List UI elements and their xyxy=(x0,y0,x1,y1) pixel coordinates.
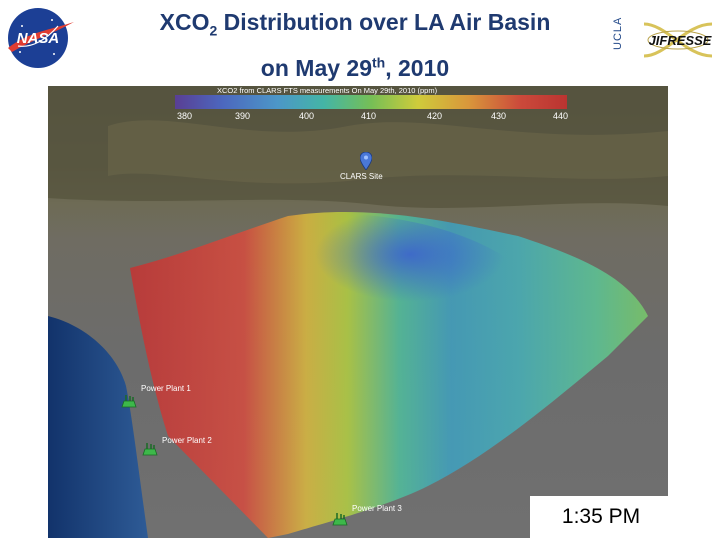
page-title: XCO2 Distribution over LA Air Basin on M… xyxy=(95,6,615,84)
clars-site-label: CLARS Site xyxy=(340,172,383,181)
power-plant-icon[interactable] xyxy=(332,510,348,526)
power-plant-3-label: Power Plant 3 xyxy=(352,504,402,513)
colorbar-tick: 390 xyxy=(235,111,251,121)
title-line-1: XCO2 Distribution over LA Air Basin xyxy=(159,9,551,39)
colorbar-tick: 380 xyxy=(177,111,193,121)
jifresse-logo: JIFRESSE xyxy=(636,14,718,66)
ucla-logo: UCLA xyxy=(612,16,624,50)
colorbar-tick: 430 xyxy=(491,111,507,121)
colorbar-gradient xyxy=(175,95,567,109)
nasa-logo: NASA xyxy=(2,4,78,70)
power-plant-2-label: Power Plant 2 xyxy=(162,436,212,445)
xco2-map[interactable]: XCO2 from CLARS FTS measurements On May … xyxy=(48,86,668,538)
power-plant-icon[interactable] xyxy=(121,392,137,408)
colorbar-tick: 410 xyxy=(361,111,377,121)
colorbar-tick: 440 xyxy=(553,111,569,121)
map-terrain xyxy=(48,86,668,538)
colorbar-tick: 400 xyxy=(299,111,315,121)
time-label: 1:35 PM xyxy=(530,496,668,538)
svg-text:NASA: NASA xyxy=(17,30,60,47)
colorbar-tick: 420 xyxy=(427,111,443,121)
svg-text:JIFRESSE: JIFRESSE xyxy=(649,33,712,48)
location-pin-icon[interactable] xyxy=(360,152,372,170)
power-plant-1-label: Power Plant 1 xyxy=(141,384,191,393)
title-line-2: on May 29th, 2010 xyxy=(260,54,450,82)
xco2-colorbar: XCO2 from CLARS FTS measurements On May … xyxy=(175,86,569,126)
power-plant-icon[interactable] xyxy=(142,440,158,456)
colorbar-title: XCO2 from CLARS FTS measurements On May … xyxy=(217,86,438,95)
